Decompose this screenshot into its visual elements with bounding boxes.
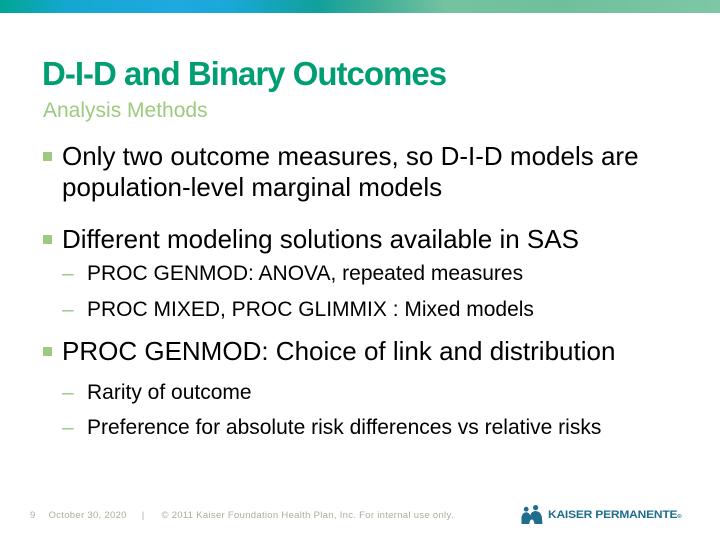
dash-bullet-icon: – — [62, 416, 74, 439]
sub-bullet-text: PROC MIXED, PROC GLIMMIX : Mixed models — [87, 298, 534, 321]
bullet-item-1: Only two outcome measures, so D-I-D mode… — [42, 141, 672, 203]
bullet-item-3: PROC GENMOD: Choice of link and distribu… — [42, 336, 712, 367]
square-bullet-icon — [43, 152, 52, 161]
footer-copyright: © 2011 Kaiser Foundation Health Plan, In… — [161, 510, 454, 521]
footer-date: October 30, 2020 — [48, 510, 127, 521]
top-gradient-bar — [0, 0, 720, 13]
slide-title: D-I-D and Binary Outcomes — [42, 55, 447, 92]
sub-bullet-item: – PROC GENMOD: ANOVA, repeated measures — [62, 260, 687, 288]
slide-footer: 9 October 30, 2020 | © 2011 Kaiser Found… — [30, 510, 454, 521]
sub-bullet-text: PROC GENMOD: ANOVA, repeated measures — [87, 262, 524, 285]
square-bullet-icon — [43, 235, 52, 244]
kaiser-permanente-logo-text: KAISER PERMANENTE® — [548, 507, 682, 521]
slide-subtitle: Analysis Methods — [43, 99, 208, 122]
bullet-text: PROC GENMOD: Choice of link and distribu… — [62, 336, 616, 366]
sub-bullet-text: Preference for absolute risk differences… — [87, 416, 602, 439]
dash-bullet-icon: – — [62, 298, 74, 321]
sub-bullet-item: – Preference for absolute risk differenc… — [62, 414, 662, 442]
bullet-item-2: Different modeling solutions available i… — [42, 224, 707, 255]
bullet-text: Only two outcome measures, so D-I-D mode… — [62, 141, 639, 202]
dash-bullet-icon: – — [62, 381, 74, 404]
sub-bullet-text: Rarity of outcome — [87, 381, 252, 404]
kaiser-permanente-logo: KAISER PERMANENTE® — [521, 502, 682, 526]
bullet-text: Different modeling solutions available i… — [62, 224, 579, 254]
sub-bullet-item: – Rarity of outcome — [62, 379, 687, 407]
sub-bullet-item: – PROC MIXED, PROC GLIMMIX : Mixed model… — [62, 296, 687, 324]
square-bullet-icon — [43, 347, 52, 356]
registered-mark: ® — [677, 514, 682, 520]
dash-bullet-icon: – — [62, 262, 74, 285]
kaiser-permanente-logo-icon — [521, 504, 543, 524]
footer-separator: | — [141, 510, 145, 521]
slide-number: 9 — [30, 510, 36, 521]
